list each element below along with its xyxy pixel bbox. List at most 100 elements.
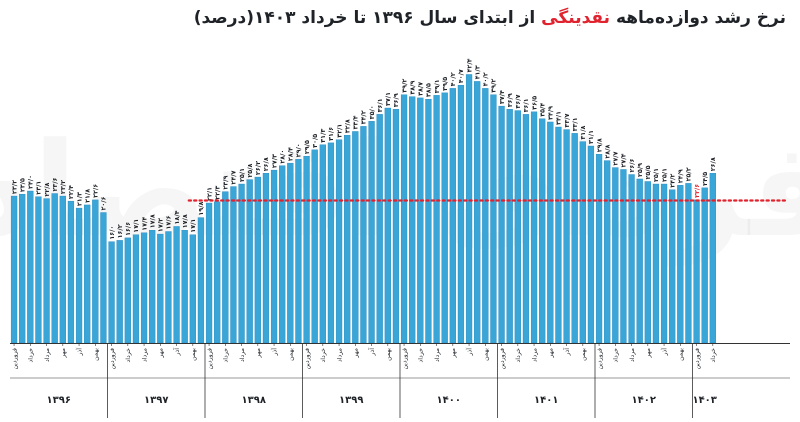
value-label-۱۴۰۱-7: ۳۴/۹ bbox=[547, 106, 555, 120]
month-label: مرداد bbox=[531, 348, 538, 362]
bar-۱۳۹۸-11 bbox=[287, 162, 294, 344]
value-label-۱۴۰۳-1: ۲۲/۶ bbox=[693, 184, 701, 198]
bar-۱۴۰۲-2 bbox=[604, 160, 611, 344]
bar-۱۴۰۱-7 bbox=[547, 121, 554, 344]
bar-۱۴۰۲-8 bbox=[652, 183, 660, 344]
value-label-۱۳۹۸-12: ۲۹/۰ bbox=[295, 143, 303, 157]
value-label-۱۳۹۶-10: ۲۱/۸ bbox=[83, 189, 91, 203]
value-label-۱۴۰۱-3: ۳۶/۷ bbox=[514, 94, 522, 108]
bar-۱۴۰۱-11 bbox=[579, 141, 586, 344]
chart-title-suffix: از ابتدای سال ۱۳۹۶ تا خرداد ۱۴۰۳(درصد) bbox=[193, 8, 542, 28]
value-label-۱۴۰۳-3: ۲۶/۸ bbox=[709, 157, 717, 171]
bar-۱۴۰۰-4 bbox=[425, 98, 432, 344]
value-label-۱۴۰۲-12: ۲۵/۲ bbox=[685, 167, 693, 181]
bar-۱۳۹۷-12 bbox=[197, 217, 205, 344]
bar-۱۳۹۷-5 bbox=[140, 232, 148, 344]
month-label: فروردین bbox=[499, 348, 506, 370]
chart-title: نرخ رشد دوازده‌ماهه نقدینگی از ابتدای سا… bbox=[194, 8, 786, 28]
value-label-۱۳۹۶-1: ۲۳/۲ bbox=[10, 180, 18, 194]
value-label-۱۴۰۱-12: ۳۱/۱ bbox=[587, 130, 595, 144]
month-label: مهر bbox=[548, 348, 555, 359]
value-label-۱۳۹۹-8: ۳۴/۲ bbox=[360, 110, 368, 124]
bars-group bbox=[10, 74, 716, 344]
bar-۱۴۰۱-1 bbox=[498, 105, 505, 344]
bar-۱۳۹۸-10 bbox=[279, 165, 286, 344]
value-label-۱۳۹۸-4: ۲۴/۷ bbox=[230, 170, 238, 184]
bar-۱۳۹۷-1 bbox=[108, 241, 115, 344]
bar-۱۳۹۷-7 bbox=[157, 233, 164, 344]
value-label-۱۳۹۶-2: ۲۳/۵ bbox=[18, 178, 26, 192]
value-label-۱۳۹۹-11: ۳۷/۱ bbox=[384, 92, 392, 106]
month-label: خرداد bbox=[418, 348, 425, 363]
bar-۱۳۹۶-2 bbox=[19, 193, 26, 344]
bar-۱۳۹۶-12 bbox=[100, 212, 107, 344]
value-label-۱۴۰۲-2: ۲۸/۸ bbox=[603, 144, 611, 158]
value-label-۱۴۰۲-11: ۲۴/۹ bbox=[677, 169, 685, 183]
bar-۱۴۰۰-2 bbox=[409, 96, 416, 344]
value-label-۱۴۰۱-6: ۳۵/۴ bbox=[538, 103, 546, 117]
bar-۱۳۹۸-1 bbox=[205, 202, 213, 344]
value-label-۱۴۰۱-4: ۳۶/۱ bbox=[522, 98, 530, 112]
value-label-۱۳۹۷-12: ۱۹/۸ bbox=[197, 201, 205, 215]
bar-۱۳۹۸-2 bbox=[214, 201, 221, 344]
bar-۱۳۹۹-11 bbox=[384, 107, 391, 344]
value-label-۱۴۰۰-2: ۳۸/۹ bbox=[408, 80, 416, 94]
year-label-۱۳۹۶: ۱۳۹۶ bbox=[47, 395, 71, 406]
bar-۱۴۰۰-8 bbox=[457, 85, 465, 344]
value-label-۱۳۹۸-8: ۲۶/۸ bbox=[262, 157, 270, 171]
value-label-۱۳۹۹-10: ۳۶/۱ bbox=[376, 98, 384, 112]
bar-۱۳۹۷-10 bbox=[181, 230, 188, 344]
value-label-۱۴۰۲-10: ۲۴/۲ bbox=[668, 174, 676, 188]
month-label: بهمن bbox=[190, 348, 197, 361]
month-label: بهمن bbox=[483, 348, 490, 361]
bar-۱۴۰۰-5 bbox=[433, 95, 440, 344]
value-label-۱۴۰۰-5: ۳۹/۱ bbox=[433, 79, 441, 93]
bar-۱۳۹۸-7 bbox=[254, 176, 261, 344]
value-label-۱۴۰۰-9: ۴۲/۴ bbox=[465, 58, 473, 72]
bar-۱۴۰۱-9 bbox=[563, 129, 570, 344]
bar-۱۳۹۹-3 bbox=[319, 144, 326, 344]
value-label-۱۴۰۲-1: ۲۹/۸ bbox=[595, 138, 603, 152]
value-label-۱۳۹۷-10: ۱۷/۸ bbox=[181, 214, 189, 228]
value-label-۱۴۰۱-1: ۳۷/۴ bbox=[498, 90, 506, 104]
month-label: فروردین bbox=[206, 348, 213, 370]
month-label: مرداد bbox=[239, 348, 246, 362]
bar-۱۳۹۹-10 bbox=[376, 114, 383, 344]
bar-۱۴۰۱-12 bbox=[587, 145, 595, 344]
bar-۱۳۹۸-4 bbox=[230, 186, 237, 344]
value-label-۱۳۹۶-6: ۲۳/۶ bbox=[51, 177, 59, 191]
bar-۱۳۹۹-4 bbox=[327, 142, 335, 344]
bar-۱۳۹۹-9 bbox=[368, 121, 375, 344]
bar-۱۳۹۹-7 bbox=[352, 131, 359, 344]
value-label-۱۳۹۶-12: ۲۰/۶ bbox=[100, 196, 108, 210]
bar-۱۴۰۱-4 bbox=[522, 114, 530, 344]
value-label-۱۴۰۰-6: ۳۹/۵ bbox=[441, 77, 449, 91]
value-labels-group: ۲۳/۲ ۲۳/۵ ۲۴/۰ ۲۳/۱ ۲۲/۸ ۲۳/۶ ۲۳/۲ ۲۲/۴ ۲۱/۳ ۲۱/۸… bbox=[10, 58, 717, 239]
year-label-۱۳۹۸: ۱۳۹۸ bbox=[242, 395, 266, 406]
value-label-۱۳۹۹-9: ۳۵/۰ bbox=[368, 105, 376, 119]
year-label-۱۴۰۰: ۱۴۰۰ bbox=[437, 395, 461, 406]
value-label-۱۴۰۲-7: ۲۵/۵ bbox=[644, 165, 652, 179]
bar-۱۴۰۰-10 bbox=[474, 81, 481, 344]
bar-۱۴۰۰-12 bbox=[490, 94, 497, 344]
value-label-۱۳۹۶-3: ۲۴/۰ bbox=[27, 175, 35, 189]
value-label-۱۳۹۸-2: ۲۲/۳ bbox=[213, 186, 221, 200]
month-label: خرداد bbox=[613, 348, 620, 363]
value-label-۱۳۹۷-11: ۱۷/۱ bbox=[189, 219, 197, 233]
month-label: مهر bbox=[158, 348, 165, 359]
month-label: فروردین bbox=[694, 348, 701, 370]
value-label-۱۳۹۶-8: ۲۲/۴ bbox=[67, 185, 75, 199]
bar-۱۴۰۲-10 bbox=[669, 189, 676, 344]
value-label-۱۳۹۹-5: ۳۲/۱ bbox=[335, 124, 343, 138]
month-label: فروردین bbox=[304, 348, 311, 370]
bar-۱۴۰۰-7 bbox=[449, 88, 456, 344]
bar-۱۳۹۸-5 bbox=[238, 183, 245, 344]
bar-۱۴۰۱-10 bbox=[571, 133, 578, 344]
month-label: مرداد bbox=[629, 348, 636, 362]
bar-۱۴۰۳-2 bbox=[701, 187, 708, 344]
bar-۱۴۰۳-3 bbox=[709, 173, 716, 344]
chart-title-prefix: نرخ رشد دوازده‌ماهه bbox=[610, 8, 786, 28]
bar-۱۳۹۷-6 bbox=[149, 230, 156, 344]
value-label-۱۳۹۹-1: ۲۹/۵ bbox=[303, 140, 311, 154]
value-label-۱۴۰۱-8: ۳۴/۱ bbox=[555, 111, 563, 125]
